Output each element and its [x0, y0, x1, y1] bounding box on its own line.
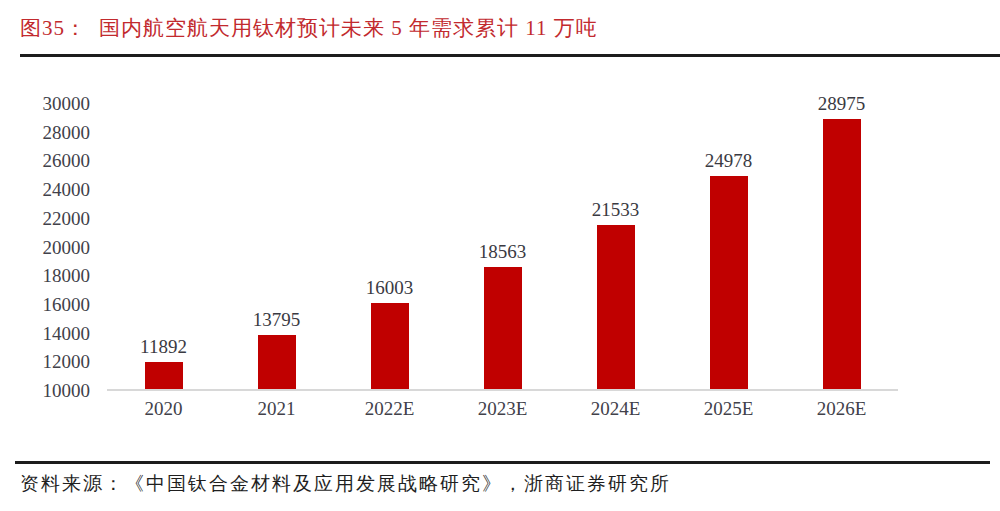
y-axis-tick-label: 10000	[20, 381, 90, 401]
y-axis-tick-label: 12000	[20, 352, 90, 372]
x-axis-tick-label: 2025E	[672, 398, 785, 420]
bar	[823, 119, 861, 389]
bar-value-label: 11892	[107, 336, 220, 358]
y-axis-tick-label: 20000	[20, 238, 90, 258]
title-divider	[20, 54, 1000, 57]
bar-value-label: 13795	[220, 309, 333, 331]
figure-title: 图35： 国内航空航天用钛材预计未来 5 年需求累计 11 万吨	[20, 14, 598, 42]
y-axis-tick-label: 24000	[20, 180, 90, 200]
plot-area: 118922020137952021160032022E185632023E21…	[107, 104, 898, 391]
bar	[710, 176, 748, 389]
bar-value-label: 24978	[672, 150, 785, 172]
bar-column: 215332024E	[559, 104, 672, 389]
x-axis-tick-label: 2022E	[333, 398, 446, 420]
y-axis-tick-label: 22000	[20, 209, 90, 229]
y-axis: 1000012000140001600018000200002200024000…	[20, 104, 90, 391]
bar-value-label: 21533	[559, 199, 672, 221]
y-axis-tick-label: 26000	[20, 151, 90, 171]
bar	[258, 335, 296, 389]
bar-value-label: 16003	[333, 277, 446, 299]
report-figure-page: 图35： 国内航空航天用钛材预计未来 5 年需求累计 11 万吨 10000 120…	[0, 0, 1000, 511]
bar	[484, 267, 522, 389]
x-axis-tick-label: 2023E	[446, 398, 559, 420]
figure-number-label: 图35：	[20, 16, 87, 40]
bar-column: 137952021	[220, 104, 333, 389]
y-axis-tick-label: 14000	[20, 324, 90, 344]
source-divider	[15, 461, 990, 464]
bar-column: 249782025E	[672, 104, 785, 389]
bar-chart: 10000 12000 14000 16000 18000 20000 22000 24000…	[0, 60, 1000, 435]
bar-column: 185632023E	[446, 104, 559, 389]
y-axis-tick-label: 16000	[20, 295, 90, 315]
x-axis-tick-label: 2021	[220, 398, 333, 420]
bar	[145, 362, 183, 389]
figure-title-text: 国内航空航天用钛材预计未来 5 年需求累计 11 万吨	[99, 16, 598, 40]
y-axis-tick-label: 28000	[20, 123, 90, 143]
bar-value-label: 18563	[446, 241, 559, 263]
x-axis-tick-label: 2020	[107, 398, 220, 420]
x-axis-tick-label: 2024E	[559, 398, 672, 420]
y-axis-tick-label: 30000	[20, 94, 90, 114]
bar	[597, 225, 635, 389]
source-note: 资料来源：《中国钛合金材料及应用发展战略研究》，浙商证券研究所	[20, 471, 671, 497]
bar-column: 289752026E	[785, 104, 898, 389]
x-axis-tick-label: 2026E	[785, 398, 898, 420]
y-axis-tick-label: 18000	[20, 266, 90, 286]
bar-column: 118922020	[107, 104, 220, 389]
bar-value-label: 28975	[785, 93, 898, 115]
bar	[371, 303, 409, 389]
bar-column: 160032022E	[333, 104, 446, 389]
